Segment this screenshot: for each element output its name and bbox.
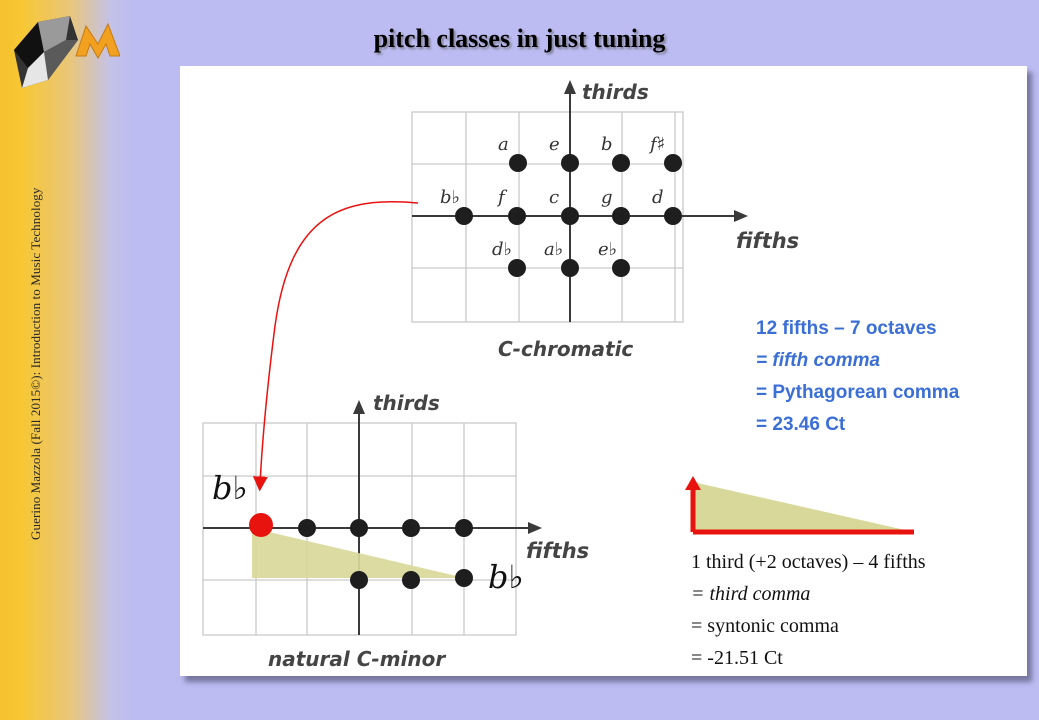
- chromatic-x-label: fifths: [736, 229, 799, 253]
- minor-dot-b-flat-red: [249, 513, 273, 537]
- minor-diagram: thirds fifths natural C-minor b♭ b♭: [202, 391, 589, 671]
- pitch-dot-a-flat: [561, 259, 579, 277]
- fifth-comma-note: 12 fifths – 7 octaves = fifth comma = Py…: [756, 318, 960, 435]
- third-comma-line-2: = third comma: [691, 583, 810, 605]
- minor-dot-a-flat: [350, 571, 368, 589]
- minor-caption: natural C-minor: [268, 647, 446, 671]
- minor-y-label: thirds: [373, 391, 440, 415]
- minor-dot-g: [402, 519, 420, 537]
- minor-label-b-flat-top: b♭: [212, 469, 248, 507]
- sidebar-credit: Guerino Mazzola (Fall 2015©): Introducti…: [28, 187, 43, 541]
- pitch-dot-e: [561, 154, 579, 172]
- fifth-comma-arrow: [252, 201, 419, 492]
- diagram-canvas: thirds fifths C-chromatic a e b: [202, 80, 960, 671]
- third-comma-note: 1 third (+2 octaves) – 4 fifths = third …: [691, 551, 926, 669]
- pitch-dot-g: [612, 207, 630, 225]
- minor-x-label: fifths: [526, 539, 589, 563]
- minor-label-b-flat-bottom: b♭: [488, 558, 524, 596]
- pitch-dot-d: [664, 207, 682, 225]
- minor-dot-e-flat: [402, 571, 420, 589]
- pitch-dot-e-flat: [612, 259, 630, 277]
- chromatic-dots: [455, 154, 682, 277]
- minor-dot-d: [455, 519, 473, 537]
- fifth-comma-line-2: = fifth comma: [756, 350, 880, 371]
- pitch-dot-c: [561, 207, 579, 225]
- mazzola-logo-icon: [14, 16, 120, 88]
- chromatic-x-arrowhead: [734, 210, 748, 222]
- minor-dots: [298, 519, 473, 589]
- minor-dot-b-flat-lower: [455, 569, 473, 587]
- pitch-dot-d-flat: [508, 259, 526, 277]
- minor-dot-f: [298, 519, 316, 537]
- pitch-label-d: d: [652, 187, 664, 208]
- comma-wedge-icon: [685, 476, 914, 535]
- third-comma-line-4: = -21.51 Ct: [691, 647, 783, 669]
- pitch-label-e: e: [549, 134, 560, 155]
- chromatic-diagram: thirds fifths C-chromatic a e b: [411, 80, 799, 361]
- pitch-dot-a: [509, 154, 527, 172]
- chromatic-y-label: thirds: [582, 80, 649, 104]
- minor-x-arrowhead: [528, 522, 542, 534]
- third-comma-wedge: [252, 528, 465, 578]
- pitch-dot-f: [508, 207, 526, 225]
- pitch-dot-f-sharp: [664, 154, 682, 172]
- pitch-label-d-flat: d♭: [492, 239, 512, 260]
- slide-title: pitch classes in just tuning: [373, 24, 666, 53]
- diagram-panel: thirds fifths C-chromatic a e b: [180, 66, 1027, 676]
- third-comma-line-3: = syntonic comma: [691, 615, 839, 637]
- pitch-label-a: a: [498, 134, 509, 155]
- fifth-comma-line-4: = 23.46 Ct: [756, 414, 846, 435]
- pitch-label-e-flat: e♭: [598, 239, 617, 260]
- pitch-label-f-sharp: f♯: [648, 134, 665, 155]
- pitch-label-g: g: [601, 187, 613, 208]
- chromatic-y-arrowhead: [564, 80, 576, 94]
- pitch-label-b-flat: b♭: [440, 187, 460, 208]
- minor-y-arrowhead: [353, 400, 365, 414]
- minor-dot-c: [350, 519, 368, 537]
- pitch-label-a-flat: a♭: [544, 239, 563, 260]
- fifth-comma-line-1: 12 fifths – 7 octaves: [756, 318, 937, 339]
- third-comma-line-1: 1 third (+2 octaves) – 4 fifths: [691, 551, 926, 573]
- pitch-dot-b: [612, 154, 630, 172]
- fifth-comma-line-3: = Pythagorean comma: [756, 382, 960, 403]
- chromatic-caption: C-chromatic: [498, 337, 633, 361]
- pitch-label-b: b: [601, 134, 613, 155]
- pitch-label-f: f: [496, 187, 508, 208]
- pitch-label-c: c: [549, 187, 559, 208]
- pitch-dot-b-flat: [455, 207, 473, 225]
